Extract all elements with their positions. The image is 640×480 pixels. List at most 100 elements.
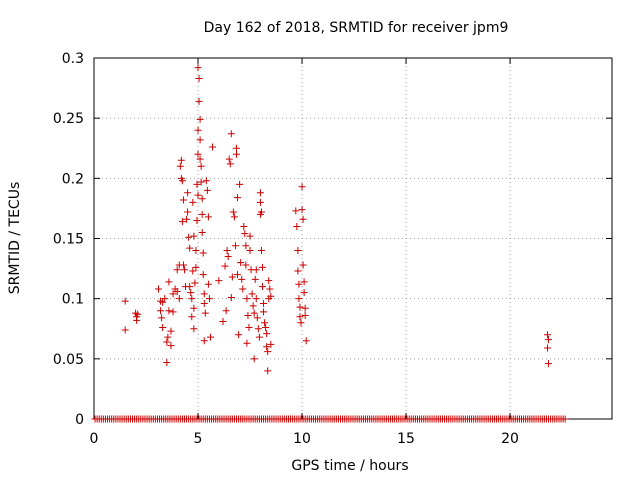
data-point: [193, 216, 201, 224]
y-tick-label: 0.15: [53, 232, 84, 248]
data-point: [267, 340, 275, 348]
data-point: [300, 289, 308, 297]
data-point: [121, 326, 129, 334]
y-tick-label: 0.25: [53, 111, 84, 127]
data-point: [242, 261, 250, 269]
data-point: [246, 232, 254, 240]
data-point: [204, 213, 212, 221]
data-point: [545, 360, 553, 368]
data-point: [197, 162, 205, 170]
data-point: [195, 74, 203, 82]
data-point: [190, 304, 198, 312]
x-tick-label: 20: [501, 431, 519, 447]
data-point: [190, 232, 198, 240]
data-point: [198, 195, 206, 203]
data-point: [234, 271, 242, 279]
zero-point: [561, 415, 569, 423]
data-point: [233, 150, 241, 158]
data-point: [251, 275, 259, 283]
data-point: [204, 280, 212, 288]
data-point: [215, 277, 223, 285]
data-point: [169, 308, 177, 316]
data-point: [200, 290, 208, 298]
data-point: [235, 331, 243, 339]
data-point: [167, 327, 175, 335]
data-point: [198, 228, 206, 236]
data-point: [167, 342, 175, 350]
data-point: [255, 333, 263, 341]
data-point: [252, 295, 260, 303]
points-layer: [91, 64, 569, 423]
data-point: [263, 330, 271, 338]
data-point: [199, 249, 207, 257]
data-point: [188, 313, 196, 321]
data-point: [245, 324, 253, 332]
data-point: [230, 213, 238, 221]
data-point: [241, 230, 249, 238]
data-point: [161, 295, 169, 303]
data-point: [221, 262, 229, 270]
data-point: [164, 333, 172, 341]
data-point: [293, 222, 301, 230]
data-point: [180, 266, 188, 274]
y-tick-label: 0.2: [62, 171, 84, 187]
data-point: [233, 144, 241, 152]
data-point: [194, 191, 202, 199]
data-point: [193, 180, 201, 188]
data-point: [260, 308, 268, 316]
data-point: [298, 206, 306, 214]
data-point: [264, 367, 272, 375]
data-point: [192, 263, 200, 271]
data-point: [199, 271, 207, 279]
chart-title: Day 162 of 2018, SRMTID for receiver jpm…: [204, 20, 509, 36]
data-point: [194, 126, 202, 134]
data-point: [226, 160, 234, 168]
data-point: [256, 189, 264, 197]
data-point: [294, 267, 302, 275]
data-point: [250, 355, 258, 363]
data-point: [265, 277, 273, 285]
data-point: [165, 278, 173, 286]
data-point: [186, 244, 194, 252]
data-point: [186, 283, 194, 291]
data-point: [177, 156, 185, 164]
data-point: [252, 266, 260, 274]
data-point: [545, 336, 553, 344]
data-point: [267, 292, 275, 300]
data-point: [175, 295, 183, 303]
data-point: [196, 155, 204, 163]
data-point: [264, 348, 272, 356]
data-point: [200, 337, 208, 345]
data-point: [205, 295, 213, 303]
data-point: [154, 285, 162, 293]
data-point: [295, 280, 303, 288]
data-point: [254, 325, 262, 333]
y-tick-label: 0.3: [62, 51, 84, 67]
x-tick-label: 5: [194, 431, 203, 447]
data-point: [257, 247, 265, 255]
data-point: [236, 180, 244, 188]
x-axis-label: GPS time / hours: [291, 458, 408, 474]
data-point: [259, 263, 267, 271]
data-point: [192, 247, 200, 255]
data-point: [544, 344, 552, 352]
data-point: [163, 358, 171, 366]
data-point: [183, 215, 191, 223]
data-point: [206, 333, 214, 341]
data-point: [121, 297, 129, 305]
data-point: [266, 285, 274, 293]
data-point: [229, 208, 237, 216]
data-point: [198, 210, 206, 218]
data-point: [196, 136, 204, 144]
data-point: [300, 278, 308, 286]
data-point: [243, 339, 251, 347]
data-point: [295, 295, 303, 303]
data-point: [179, 261, 187, 269]
data-point: [301, 304, 309, 312]
data-point: [178, 177, 186, 185]
data-point: [159, 298, 167, 306]
data-point: [157, 307, 165, 315]
data-point: [297, 319, 305, 327]
data-point: [165, 307, 173, 315]
y-tick-label: 0.1: [62, 292, 84, 308]
